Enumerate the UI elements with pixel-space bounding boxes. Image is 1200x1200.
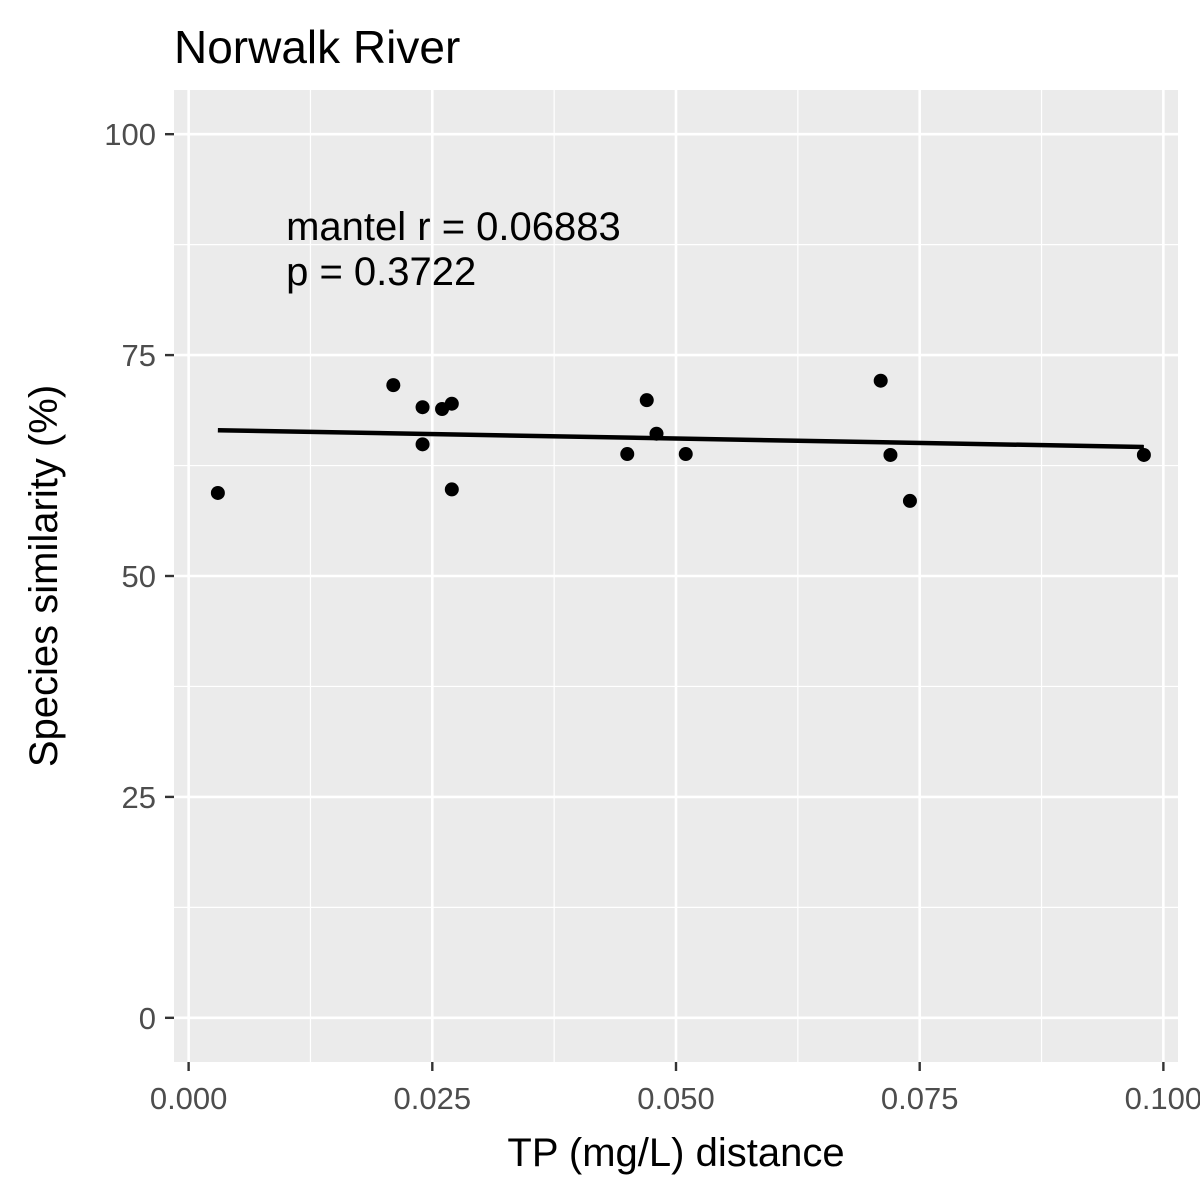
data-point xyxy=(639,393,654,408)
y-axis: 0 25 50 75 100 xyxy=(104,117,174,1036)
data-point xyxy=(1136,447,1151,462)
data-point xyxy=(444,482,459,497)
x-tick-label: 0.050 xyxy=(637,1081,715,1116)
y-tick-label: 25 xyxy=(122,780,156,815)
points-layer xyxy=(210,373,1151,508)
data-point xyxy=(649,426,664,441)
x-tick-label: 0.025 xyxy=(394,1081,472,1116)
data-point xyxy=(902,493,917,508)
data-point xyxy=(678,447,693,462)
data-point xyxy=(444,396,459,411)
y-tick-label: 0 xyxy=(139,1001,156,1036)
mantel-annotation-line: p = 0.3722 xyxy=(286,250,476,294)
y-tick-label: 75 xyxy=(122,338,156,373)
data-point xyxy=(415,400,430,415)
mantel-annotation-line: mantel r = 0.06883 xyxy=(286,205,621,249)
y-tick-label: 100 xyxy=(104,117,156,152)
data-point xyxy=(386,378,401,393)
chart-title: Norwalk River xyxy=(174,21,460,73)
y-axis-label: Species similarity (%) xyxy=(22,385,66,767)
x-tick-label: 0.075 xyxy=(881,1081,959,1116)
x-axis: 0.000 0.025 0.050 0.075 0.100 xyxy=(150,1062,1200,1116)
major-gridlines xyxy=(174,90,1178,1062)
x-tick-label: 0.000 xyxy=(150,1081,228,1116)
y-tick-label: 50 xyxy=(122,559,156,594)
regression-line xyxy=(217,427,1144,450)
data-point xyxy=(210,485,225,500)
data-point xyxy=(883,447,898,462)
data-point xyxy=(620,447,635,462)
x-axis-label: TP (mg/L) distance xyxy=(507,1131,844,1175)
data-point xyxy=(415,437,430,452)
fit-layer xyxy=(217,427,1144,450)
data-point xyxy=(873,373,888,388)
x-tick-label: 0.100 xyxy=(1125,1081,1200,1116)
